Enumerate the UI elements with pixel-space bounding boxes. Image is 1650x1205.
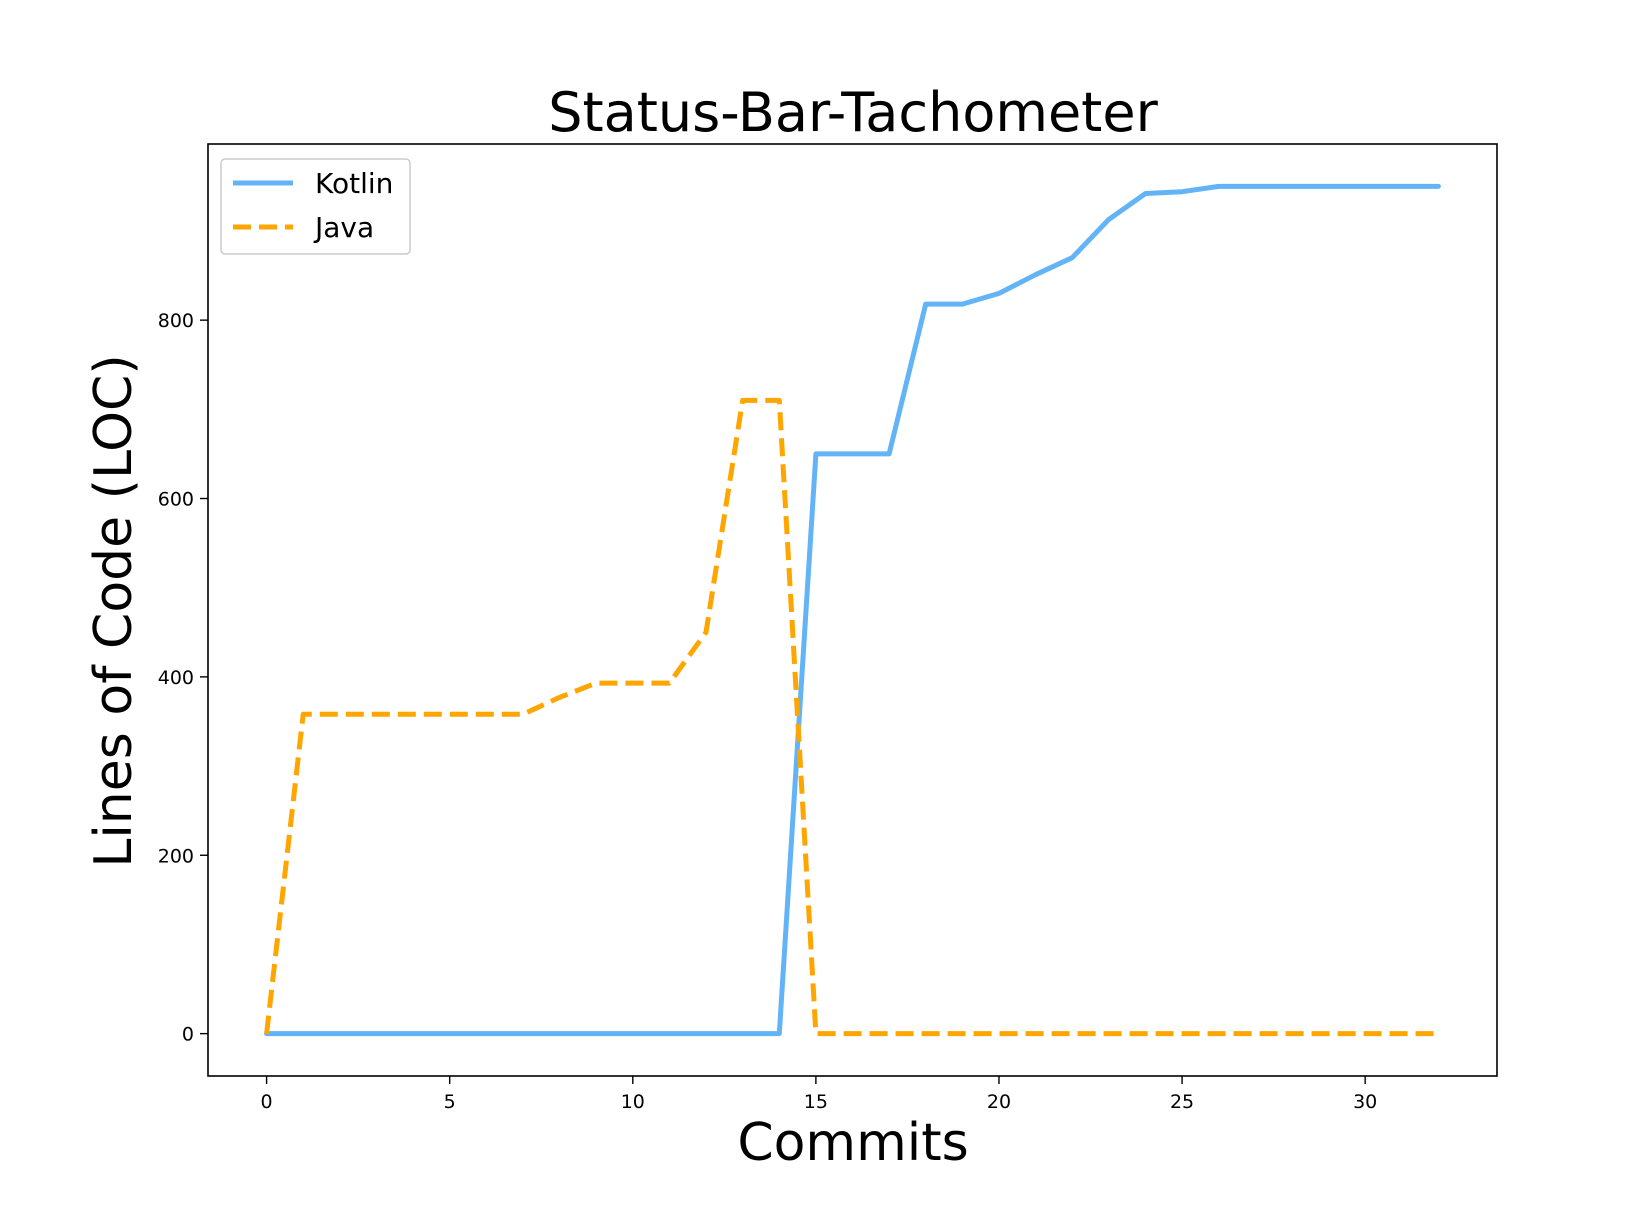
x-tick-label: 10 <box>621 1091 645 1113</box>
y-axis-label: Lines of Code (LOC) <box>84 354 144 867</box>
y-tick-label: 400 <box>158 667 194 689</box>
legend-label-java: Java <box>313 211 374 244</box>
plot-area <box>264 183 1441 1037</box>
x-tick-label: 0 <box>261 1091 273 1113</box>
chart-title: Status-Bar-Tachometer <box>548 81 1158 144</box>
x-tick-label: 15 <box>804 1091 828 1113</box>
x-tick-label: 30 <box>1353 1091 1377 1113</box>
axes: 0 5 10 15 20 25 30 0 200 400 600 800 <box>158 143 1498 1113</box>
y-tick-label: 200 <box>158 845 194 867</box>
legend-label-kotlin: Kotlin <box>315 167 393 200</box>
y-tick-label: 0 <box>182 1024 194 1046</box>
legend: Kotlin Java <box>220 158 411 255</box>
plot-frame <box>207 143 1498 1077</box>
x-axis-label: Commits <box>737 1113 968 1173</box>
series-line-kotlin <box>264 183 1441 1037</box>
y-tick-label: 600 <box>158 489 194 511</box>
series-line-java <box>264 397 1439 1037</box>
x-tick-label: 5 <box>444 1091 456 1113</box>
y-tick-label: 800 <box>158 310 194 332</box>
x-tick-label: 20 <box>987 1091 1011 1113</box>
x-tick-label: 25 <box>1170 1091 1194 1113</box>
